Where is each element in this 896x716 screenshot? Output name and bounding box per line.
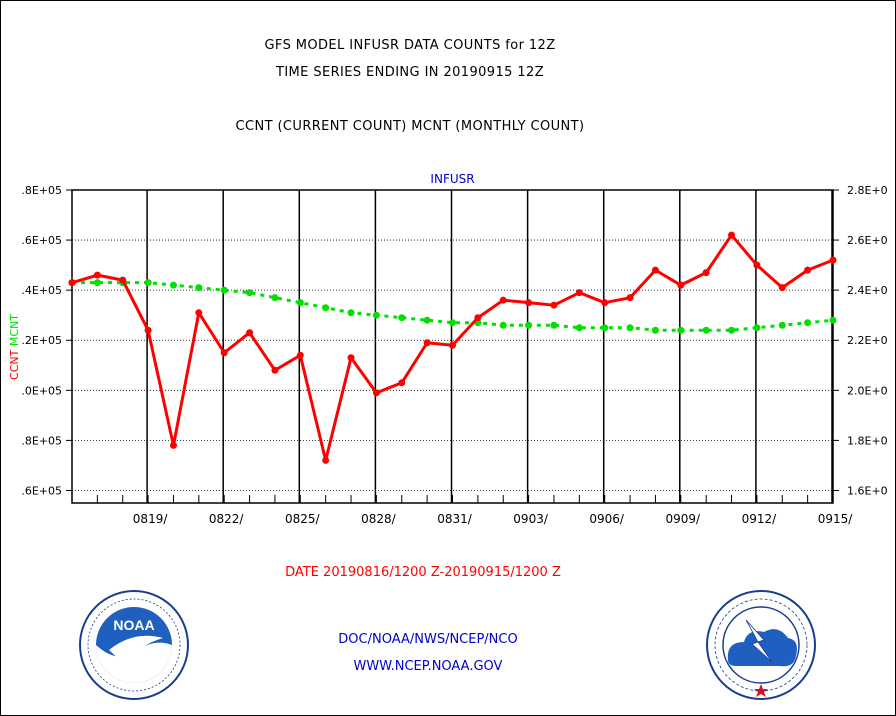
data-point-mcnt — [347, 309, 355, 317]
y-axis-label-ccnt: CCNT — [8, 349, 21, 380]
data-point-ccnt — [753, 261, 761, 269]
data-point-mcnt — [423, 316, 431, 324]
x-tick-label: 0828/ — [361, 512, 397, 526]
data-point-ccnt — [322, 456, 330, 464]
data-point-ccnt — [626, 294, 634, 302]
data-point-mcnt — [246, 289, 254, 297]
data-point-mcnt — [195, 284, 203, 292]
x-tick-label: 0831/ — [437, 512, 473, 526]
y-left-tick-label: .6E+05 — [21, 484, 62, 497]
x-tick-label: 0825/ — [285, 512, 321, 526]
y-left-tick-label: .4E+05 — [21, 284, 62, 297]
x-tick-label: 0906/ — [589, 512, 625, 526]
data-point-ccnt — [144, 326, 152, 334]
data-point-mcnt — [271, 294, 279, 302]
data-point-ccnt — [246, 329, 254, 337]
y-right-tick-label: 2.2E+0 — [847, 334, 888, 347]
data-point-mcnt — [829, 316, 837, 324]
data-point-ccnt — [195, 309, 203, 317]
y-left-tick-label: .6E+05 — [21, 234, 62, 247]
y-right-tick-label: 2.8E+0 — [847, 184, 888, 197]
data-point-ccnt — [372, 389, 380, 397]
data-point-mcnt — [677, 326, 685, 334]
data-point-mcnt — [372, 311, 380, 319]
y-right-tick-label: 2.0E+0 — [847, 384, 888, 397]
data-point-mcnt — [220, 286, 228, 294]
data-point-ccnt — [702, 269, 710, 277]
data-point-mcnt — [93, 279, 101, 287]
data-point-mcnt — [322, 304, 330, 312]
plot-title: INFUSR — [430, 172, 474, 186]
data-point-mcnt — [449, 319, 456, 327]
x-tick-label: 0915/ — [818, 512, 854, 526]
data-point-mcnt — [601, 324, 609, 332]
chart-subtitle: CCNT (CURRENT COUNT) MCNT (MONTHLY COUNT… — [235, 119, 585, 134]
data-point-ccnt — [474, 314, 482, 322]
data-point-ccnt — [68, 279, 76, 287]
data-point-ccnt — [347, 354, 355, 362]
x-tick-label: 0909/ — [666, 512, 702, 526]
data-point-ccnt — [499, 296, 507, 304]
data-point-mcnt — [575, 324, 583, 332]
x-tick-label: 0903/ — [513, 512, 549, 526]
data-point-mcnt — [804, 319, 812, 327]
data-point-ccnt — [398, 379, 406, 387]
data-point-ccnt — [449, 341, 456, 349]
data-point-ccnt — [829, 256, 837, 264]
data-point-ccnt — [778, 284, 786, 292]
data-point-mcnt — [499, 321, 507, 329]
y-left-tick-label: .8E+05 — [21, 184, 62, 197]
data-point-ccnt — [423, 339, 431, 347]
data-point-ccnt — [550, 301, 558, 309]
y-right-tick-label: 1.8E+0 — [847, 434, 888, 447]
data-point-ccnt — [525, 299, 533, 307]
data-point-mcnt — [296, 299, 304, 307]
data-point-ccnt — [119, 276, 127, 284]
data-point-mcnt — [651, 326, 659, 334]
y-right-tick-label: 2.6E+0 — [847, 234, 888, 247]
data-point-ccnt — [296, 351, 304, 359]
y-left-tick-label: .8E+05 — [21, 434, 62, 447]
data-point-ccnt — [728, 231, 736, 239]
data-point-ccnt — [575, 289, 583, 297]
line-chart: .8E+05 2.8E+0 .6E+05 2.6E+0 .4E+05 2.4E+0 .2E+… — [8, 172, 888, 526]
data-point-ccnt — [601, 299, 609, 307]
data-point-ccnt — [220, 349, 228, 357]
data-point-mcnt — [169, 281, 177, 289]
data-point-ccnt — [169, 441, 177, 449]
x-tick-label: 0819/ — [133, 512, 169, 526]
data-point-ccnt — [93, 271, 101, 279]
y-axis-label: CCNT MCNT — [8, 314, 21, 380]
data-point-mcnt — [702, 326, 710, 334]
org-text: DOC/NOAA/NWS/NCEP/NCO — [338, 632, 518, 647]
y-right-tick-label: 2.4E+0 — [847, 284, 888, 297]
noaa-logo: NOAA — [79, 590, 189, 700]
data-point-ccnt — [804, 266, 812, 274]
nws-logo — [706, 590, 816, 700]
data-point-mcnt — [626, 324, 634, 332]
data-point-mcnt — [398, 314, 406, 322]
data-point-mcnt — [550, 321, 558, 329]
data-point-mcnt — [144, 279, 152, 287]
data-point-ccnt — [677, 281, 685, 289]
y-left-tick-label: .0E+05 — [21, 384, 62, 397]
x-tick-label: 0822/ — [209, 512, 245, 526]
y-right-tick-label: 1.6E+0 — [847, 484, 888, 497]
data-point-mcnt — [728, 326, 736, 334]
data-point-mcnt — [778, 321, 786, 329]
y-left-tick-label: .2E+05 — [21, 334, 62, 347]
ncep-url[interactable]: WWW.NCEP.NOAA.GOV — [353, 659, 503, 674]
data-point-ccnt — [651, 266, 659, 274]
noaa-logo-text: NOAA — [113, 617, 154, 633]
data-point-ccnt — [271, 366, 279, 374]
chart-title-line-1: GFS MODEL INFUSR DATA COUNTS for 12Z — [264, 38, 556, 53]
chart-title-line-2: TIME SERIES ENDING IN 20190915 12Z — [275, 65, 545, 80]
x-tick-label: 0912/ — [742, 512, 778, 526]
data-point-mcnt — [525, 321, 533, 329]
data-point-mcnt — [753, 324, 761, 332]
date-range: DATE 20190816/1200 Z-20190915/1200 Z — [285, 565, 561, 580]
y-axis-label-mcnt: MCNT — [8, 314, 21, 350]
